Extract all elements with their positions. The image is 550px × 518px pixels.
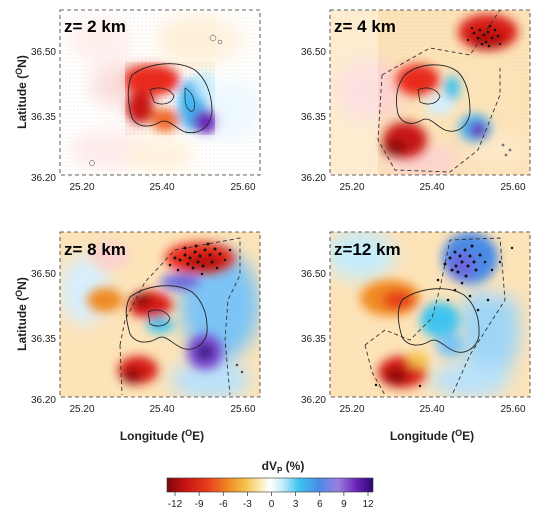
p4-ytick-2: 36.35 <box>301 334 326 345</box>
colorbar-tick-label: -9 <box>195 499 204 510</box>
colorbar-tick-label: 6 <box>317 499 323 510</box>
y-axis-title-bottom: Latitude (ON) <box>14 277 29 351</box>
colorbar-title: dVP (%) <box>262 459 305 475</box>
p2-xtick-1: 25.20 <box>339 182 364 193</box>
panel-z12: z=12 km <box>329 231 531 398</box>
p1-xtick-3: 25.60 <box>230 182 255 193</box>
p3-xtick-3: 25.60 <box>230 404 255 415</box>
panel-z8: z= 8 km <box>59 231 261 398</box>
p4-ytick-1: 36.50 <box>301 269 326 280</box>
p2-xtick-3: 25.60 <box>500 182 525 193</box>
colorbar-tick-label: -12 <box>168 499 183 510</box>
p2-ytick-2: 36.35 <box>301 112 326 123</box>
panel-z4-seismicity <box>466 24 502 48</box>
panel-z12-frame <box>329 231 531 398</box>
panel-z8-seismicity <box>168 242 232 276</box>
colorbar-tick-label: 9 <box>341 499 347 510</box>
p3-xtick-2: 25.40 <box>149 404 174 415</box>
panel-z4-frame <box>329 9 531 176</box>
x-axis-title-right: Longitude (OE) <box>390 428 474 443</box>
p2-ytick-3: 36.20 <box>301 173 326 184</box>
colorbar-tick-label: -3 <box>243 499 252 510</box>
colorbar-tick-label: 3 <box>293 499 299 510</box>
panel-z12-label: z=12 km <box>334 240 401 259</box>
p3-ytick-3: 36.20 <box>31 395 56 406</box>
panel-z12-seismicity <box>374 244 514 388</box>
colorbar-scale <box>166 477 374 493</box>
panel-z4: z= 4 km <box>329 9 531 176</box>
p4-xtick-1: 25.20 <box>339 404 364 415</box>
panel-z2-label: z= 2 km <box>64 17 126 36</box>
colorbar: dVP (%) -12 -9 -6 -3 0 3 6 9 12 <box>166 459 374 510</box>
p2-ytick-1: 36.50 <box>301 47 326 58</box>
colorbar-tick-label: 0 <box>269 499 275 510</box>
panel-z8-field <box>60 232 260 397</box>
p3-ytick-1: 36.50 <box>31 269 56 280</box>
p4-ytick-3: 36.20 <box>301 395 326 406</box>
panel-z2: z= 2 km <box>59 9 261 176</box>
p4-xtick-3: 25.60 <box>500 404 525 415</box>
colorbar-tick-label: 12 <box>362 499 374 510</box>
x-axis-title-left: Longitude (OE) <box>120 428 204 443</box>
p2-xtick-2: 25.40 <box>419 182 444 193</box>
p4-xtick-2: 25.40 <box>419 404 444 415</box>
p3-ytick-2: 36.35 <box>31 334 56 345</box>
panel-z4-label: z= 4 km <box>334 17 396 36</box>
panel-z2-field <box>60 10 260 175</box>
axis-ticks: 36.50 36.35 36.20 25.20 25.40 25.60 36.5… <box>31 47 526 415</box>
colorbar-tick-label: -6 <box>219 499 228 510</box>
panel-z2-frame <box>59 9 261 176</box>
p3-xtick-1: 25.20 <box>69 404 94 415</box>
p1-ytick-2: 36.35 <box>31 112 56 123</box>
y-axis-title-top: Latitude (ON) <box>14 55 29 129</box>
colorbar-ticks: -12 -9 -6 -3 0 3 6 9 12 <box>168 492 374 510</box>
panel-z12-field <box>330 232 530 397</box>
panel-z8-label: z= 8 km <box>64 240 126 259</box>
p1-ytick-3: 36.20 <box>31 173 56 184</box>
p1-ytick-1: 36.50 <box>31 47 56 58</box>
panel-z4-field <box>330 10 530 175</box>
p1-xtick-1: 25.20 <box>69 182 94 193</box>
p1-xtick-2: 25.40 <box>149 182 174 193</box>
panel-z8-frame <box>59 231 261 398</box>
